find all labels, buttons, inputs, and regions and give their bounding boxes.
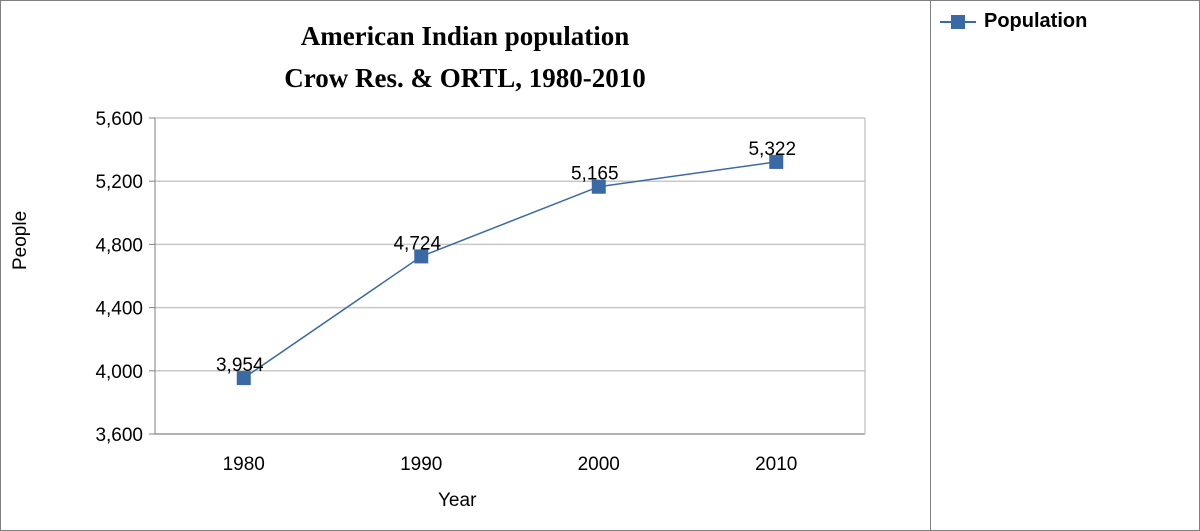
- y-tick-label: 5,600: [95, 109, 143, 130]
- series-line: [243, 161, 777, 379]
- x-tick-label: 1980: [223, 454, 265, 475]
- legend-divider: [930, 0, 931, 531]
- plot-area: [155, 118, 865, 434]
- legend-swatch: [940, 12, 976, 32]
- x-tick-label: 2000: [578, 454, 620, 475]
- x-tick-label: 1990: [400, 454, 442, 475]
- data-point: [769, 154, 784, 169]
- chart-subtitle: Crow Res. & ORTL, 1980-2010: [284, 63, 646, 93]
- y-tick-label: 3,600: [95, 425, 143, 446]
- data-point: [236, 371, 251, 386]
- data-label: 4,724: [393, 233, 441, 254]
- y-tick-label: 4,000: [95, 362, 143, 383]
- x-tick-label: 2010: [755, 454, 797, 475]
- data-label: 5,165: [571, 164, 619, 185]
- data-point: [591, 179, 606, 194]
- data-label: 5,322: [748, 139, 796, 160]
- y-tick-label: 4,400: [95, 299, 143, 320]
- x-axis-label: Year: [438, 490, 477, 511]
- y-tick-label: 5,200: [95, 172, 143, 193]
- legend: Population: [940, 10, 1087, 33]
- chart-title: American Indian population: [300, 21, 630, 51]
- data-point: [414, 249, 429, 264]
- legend-label: Population: [984, 10, 1088, 32]
- data-label: 3,954: [216, 355, 264, 376]
- y-tick-label: 4,800: [95, 235, 143, 256]
